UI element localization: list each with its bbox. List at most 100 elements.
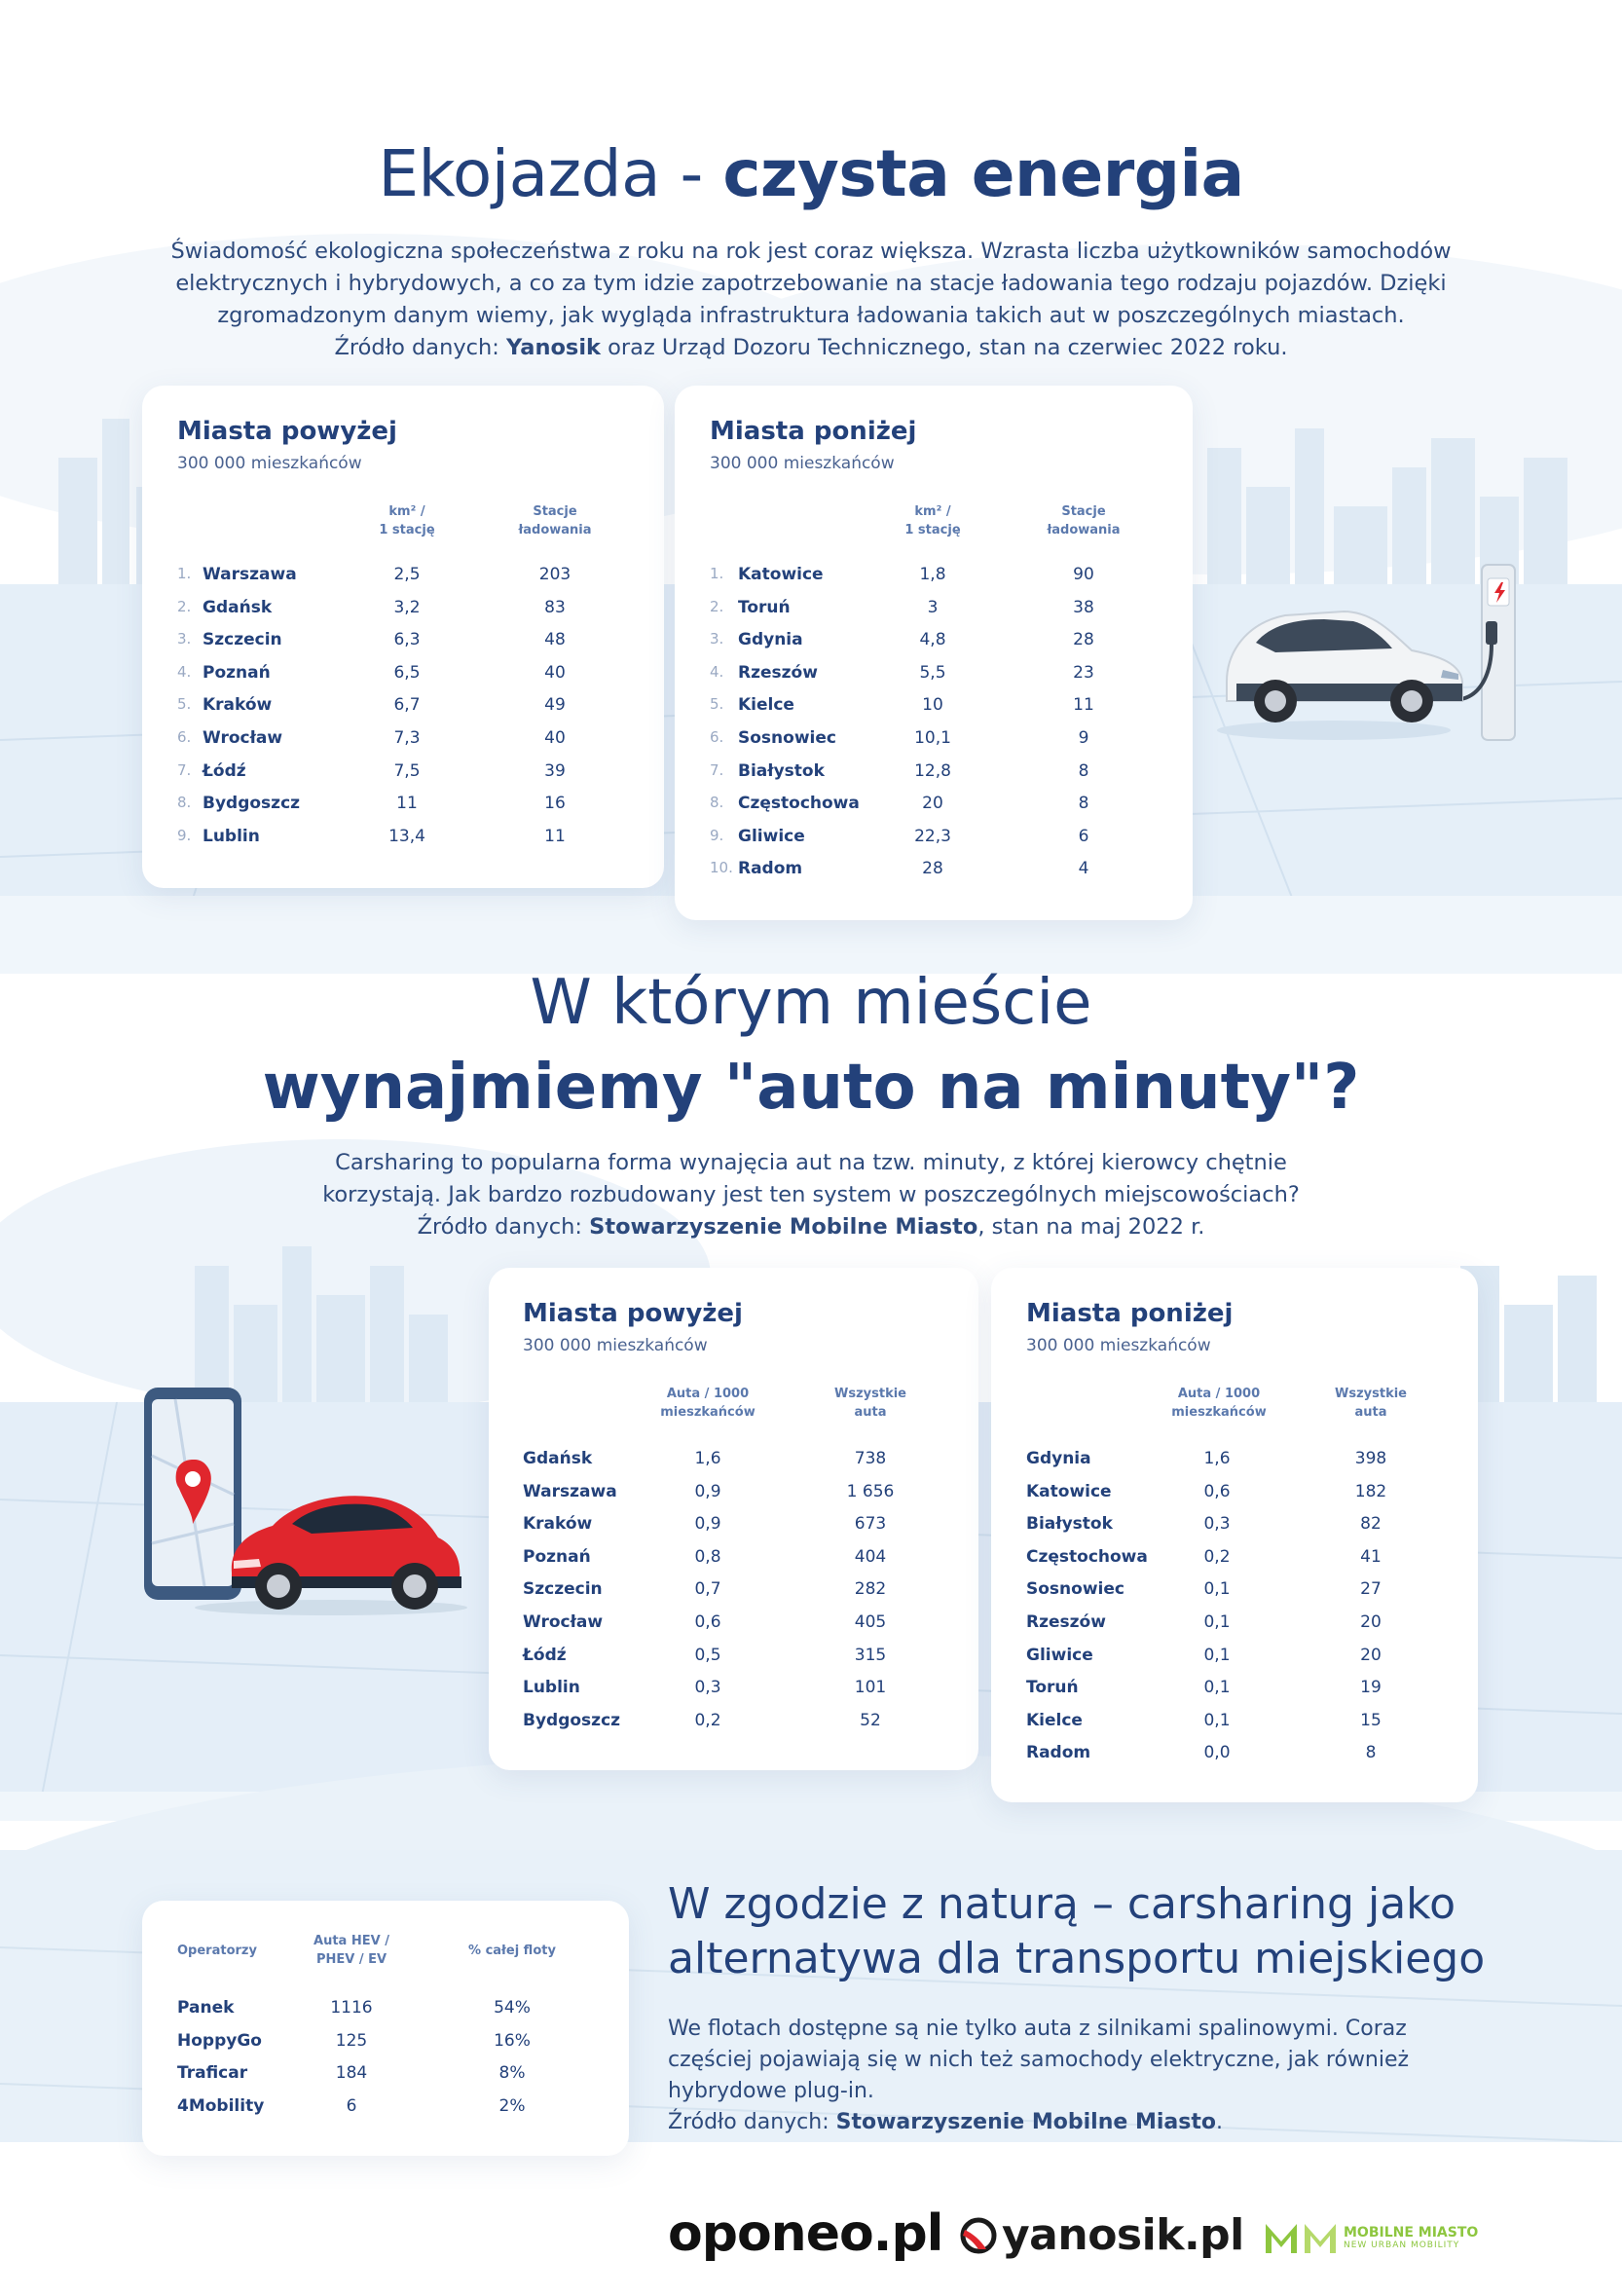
row-value-2: 90 [1073, 565, 1094, 584]
row-city: Gdynia [738, 630, 803, 650]
row-rank: 6. [710, 728, 724, 746]
row-value-1: 1116 [330, 1998, 373, 2018]
row-value-2: 4 [1078, 859, 1089, 879]
table-row: 7. Białystok 12,8 8 [675, 761, 1193, 795]
table-row: 5. Kraków 6,7 49 [142, 695, 664, 728]
table-row: 2. Gdańsk 3,2 83 [142, 598, 664, 631]
row-value-1: 0,9 [694, 1481, 721, 1501]
col-head-line: Auta HEV / [313, 1934, 389, 1948]
table-row: Warszawa 0,9 1 656 [489, 1482, 978, 1515]
section3-source-prefix: Źródło danych: [668, 2110, 836, 2134]
yanosik-logo[interactable]: yanosik.pl [959, 2210, 1244, 2260]
col-head-line: Wszystkie [834, 1387, 906, 1401]
row-value-1: 0,8 [694, 1546, 721, 1567]
row-value-2: 16% [494, 2030, 531, 2051]
section2-intro-line: korzystają. Jak bardzo rozbudowany jest … [322, 1182, 1300, 1207]
row-city: Katowice [1026, 1481, 1112, 1501]
row-value-1: 6,5 [393, 662, 421, 683]
row-value-2: 282 [854, 1579, 887, 1600]
section1-intro-line: zgromadzonym danym wiemy, jak wygląda in… [217, 303, 1405, 328]
row-city: Gliwice [738, 826, 805, 846]
row-city: Rzeszów [738, 662, 818, 683]
section1-source: Źródło danych: Yanosik oraz Urząd Dozoru… [146, 332, 1476, 364]
section3-source-suffix: . [1215, 2110, 1223, 2134]
row-value-2: 101 [854, 1678, 887, 1698]
row-value-1: 12,8 [914, 760, 951, 781]
row-city: Szczecin [203, 630, 282, 650]
table-row: Białystok 0,3 82 [991, 1514, 1478, 1547]
col-head-line: Auta / 1000 [666, 1387, 750, 1401]
row-rank: 9. [177, 826, 192, 844]
row-value-2: 23 [1073, 662, 1094, 683]
row-value-2: 38 [1073, 597, 1094, 617]
row-value-1: 0,1 [1203, 1645, 1231, 1665]
phone-car-illustration [144, 1388, 467, 1615]
row-value-2: 8% [498, 2063, 526, 2084]
row-rank: 4. [177, 662, 192, 681]
row-value-2: 673 [854, 1514, 887, 1535]
row-rank: 6. [177, 728, 192, 746]
section3-title-line: alternatywa dla transportu miejskiego [668, 1934, 1486, 1983]
row-value-1: 6 [346, 2095, 357, 2116]
row-value-2: 404 [854, 1546, 887, 1567]
row-rank: 5. [177, 695, 192, 714]
section1-intro-line: elektrycznych i hybrydowych, a co za tym… [175, 271, 1447, 296]
row-value-2: 1 656 [846, 1481, 895, 1501]
row-value-1: 3 [927, 597, 939, 617]
row-rank: 2. [710, 597, 724, 615]
row-value-2: 315 [854, 1645, 887, 1665]
row-value-1: 11 [396, 794, 418, 814]
row-rank: 2. [177, 597, 192, 615]
row-value-1: 0,2 [694, 1710, 721, 1730]
card-title: Miasta poniżej [1026, 1299, 1234, 1328]
row-rank: 10. [710, 859, 733, 877]
row-city: 4Mobility [177, 2095, 265, 2116]
row-city: Kielce [1026, 1710, 1083, 1730]
row-city: Traficar [177, 2063, 248, 2084]
row-city: Lublin [203, 826, 260, 846]
row-value-1: 2,5 [393, 565, 421, 584]
row-value-2: 8 [1078, 794, 1089, 814]
row-value-1: 0,1 [1203, 1579, 1231, 1600]
row-rank: 8. [177, 794, 192, 812]
table-row: 9. Gliwice 22,3 6 [675, 827, 1193, 860]
mm-logo-word: MOBILNE MIASTO [1344, 2225, 1479, 2240]
col-head-fleet-share: % całej floty [468, 1944, 556, 1958]
section2-source: Źródło danych: Stowarzyszenie Mobilne Mi… [243, 1211, 1379, 1243]
row-value-1: 0,1 [1203, 1678, 1231, 1698]
row-value-2: 11 [1073, 695, 1094, 716]
card-title: Miasta powyżej [177, 417, 397, 446]
row-value-2: 8 [1078, 760, 1089, 781]
row-rank: 5. [710, 695, 724, 714]
section2-title-line2: wynajmiemy "auto na minuty"? [262, 1052, 1360, 1124]
section2-intro-line: Carsharing to popularna forma wynajęcia … [335, 1150, 1287, 1175]
yanosik-logo-text: yanosik.pl [1002, 2210, 1244, 2260]
section1-intro: Świadomość ekologiczna społeczeństwa z r… [146, 236, 1476, 364]
row-value-1: 0,9 [694, 1514, 721, 1535]
table-row: Rzeszów 0,1 20 [991, 1612, 1478, 1646]
row-city: Częstochowa [738, 794, 860, 814]
carsharing-table-below: Miasta poniżej 300 000 mieszkańców Auta … [991, 1268, 1478, 1802]
row-value-1: 1,6 [1203, 1449, 1231, 1468]
section2-source-bold: Stowarzyszenie Mobilne Miasto [589, 1214, 978, 1240]
mobilne-miasto-logo[interactable]: MOBILNE MIASTO NEW URBAN MOBILITY [1264, 2220, 1478, 2255]
col-head-line: PHEV / EV [315, 1952, 387, 1967]
section1-source-suffix: oraz Urząd Dozoru Technicznego, stan na … [601, 335, 1288, 360]
row-value-2: 20 [1360, 1612, 1382, 1632]
oponeo-logo[interactable]: oponeo.pl [668, 2204, 943, 2263]
col-head-operators: Operatorzy [177, 1944, 257, 1958]
row-city: Gdańsk [203, 597, 273, 617]
ev-charging-illustration [1217, 564, 1516, 741]
row-value-1: 22,3 [914, 826, 951, 846]
row-value-2: 182 [1354, 1481, 1387, 1501]
row-city: Warszawa [523, 1481, 617, 1501]
charging-table-below: Miasta poniżej 300 000 mieszkańców km² /… [675, 386, 1193, 920]
table-row: 3. Gdynia 4,8 28 [675, 630, 1193, 663]
col-head-line: km² / [914, 504, 951, 519]
table-row: 5. Kielce 10 11 [675, 695, 1193, 728]
row-value-2: 41 [1360, 1546, 1382, 1567]
row-city: HoppyGo [177, 2030, 262, 2051]
col-head-line: Auta / 1000 [1177, 1387, 1261, 1401]
section3-source-bold: Stowarzyszenie Mobilne Miasto [835, 2110, 1216, 2134]
col-head-line: Stacje [533, 504, 577, 519]
